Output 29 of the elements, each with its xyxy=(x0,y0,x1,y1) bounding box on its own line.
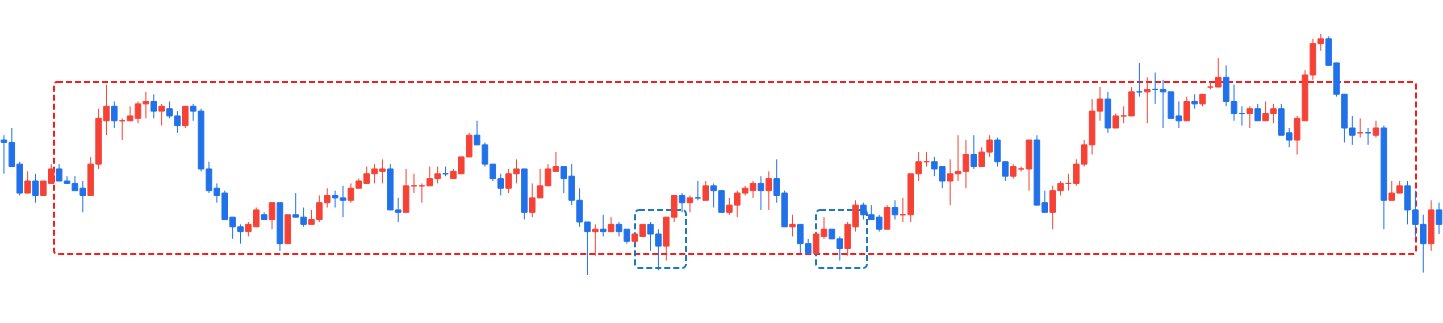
candlestick xyxy=(32,173,39,204)
candlestick xyxy=(1215,57,1222,88)
candlestick xyxy=(607,216,615,233)
candlestick xyxy=(1246,105,1254,129)
candlestick xyxy=(891,199,899,221)
candlestick xyxy=(970,134,978,170)
candlestick xyxy=(150,93,158,119)
candlestick xyxy=(678,192,686,213)
candlestick xyxy=(24,170,31,194)
candlestick xyxy=(1183,96,1190,122)
candlestick xyxy=(789,214,796,237)
candlestick xyxy=(599,214,607,237)
candlestick xyxy=(111,100,118,129)
candlestick xyxy=(552,151,560,172)
candlestick xyxy=(592,223,599,257)
candlestick xyxy=(686,194,694,213)
candlestick xyxy=(182,105,189,129)
candlestick xyxy=(765,170,773,211)
candlestick xyxy=(1372,120,1380,139)
candlestick xyxy=(962,139,970,189)
candlestick xyxy=(757,175,765,211)
candlestick xyxy=(702,180,709,201)
candlestick xyxy=(694,180,702,201)
candlestick xyxy=(883,204,891,230)
candlestick xyxy=(1144,76,1151,124)
candlestick xyxy=(1435,202,1443,235)
candlestick xyxy=(473,120,481,146)
candlestick xyxy=(158,103,165,127)
candlestick xyxy=(268,202,276,230)
